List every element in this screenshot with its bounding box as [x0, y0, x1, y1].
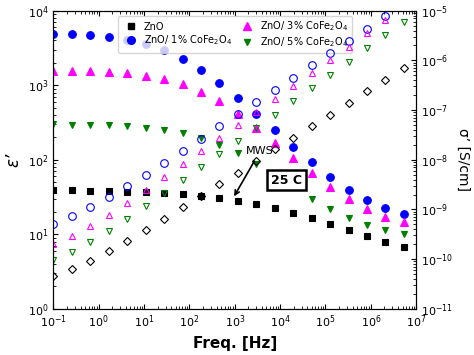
- X-axis label: Freq. [Hz]: Freq. [Hz]: [192, 336, 277, 351]
- Text: MWS: MWS: [235, 146, 274, 195]
- Y-axis label: ε’: ε’: [4, 153, 22, 167]
- Text: 25 C: 25 C: [271, 174, 302, 187]
- Legend: ZnO, ZnO/ 1% CoFe$_2$O$_4$, ZnO/ 3% CoFe$_2$O$_4$, ZnO/ 5% CoFe$_2$O$_4$: ZnO, ZnO/ 1% CoFe$_2$O$_4$, ZnO/ 3% CoFe…: [118, 16, 352, 53]
- Y-axis label: σ’ [S/cm]: σ’ [S/cm]: [456, 128, 470, 191]
